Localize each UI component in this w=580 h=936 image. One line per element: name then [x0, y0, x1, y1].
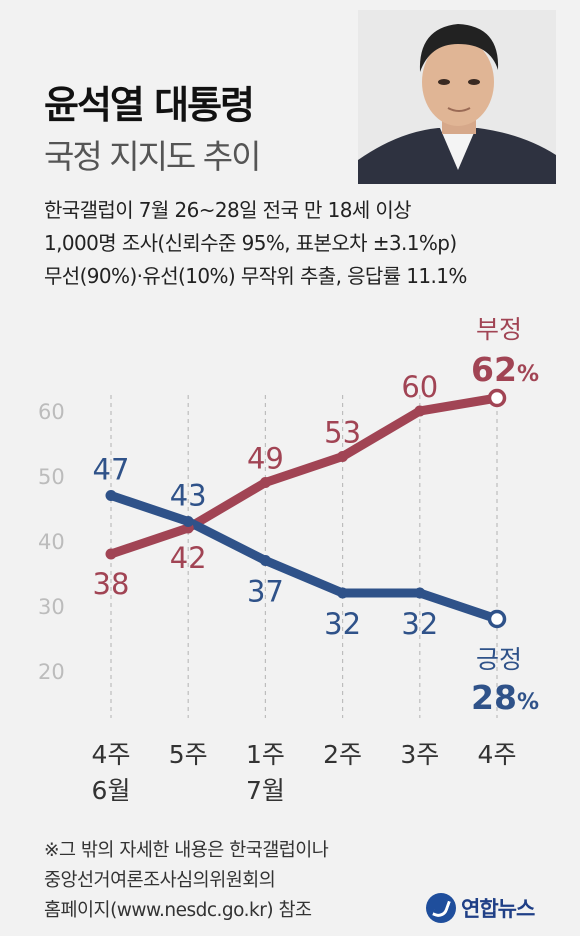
- footnote: ※그 밖의 자세한 내용은 한국갤럽이나 중앙선거여론조사심의위원회의 홈페이지…: [44, 836, 329, 926]
- negative-data-label: 53: [324, 416, 361, 450]
- negative-series-name: 부정: [476, 315, 522, 344]
- survey-info-line: 1,000명 조사(신뢰수준 95%, 표본오차 ±3.1%p): [44, 231, 457, 255]
- x-tick-sublabel: 6월: [92, 776, 131, 805]
- x-tick-sublabel: 7월: [246, 776, 285, 805]
- negative-point: [414, 405, 426, 417]
- negative-data-label: 38: [93, 567, 130, 601]
- x-tick-label: 5주: [169, 740, 208, 769]
- positive-point: [487, 609, 507, 629]
- positive-data-label: 47: [93, 453, 130, 487]
- footnote-line: ※그 밖의 자세한 내용은 한국갤럽이나: [44, 840, 329, 861]
- footnote-line: 홈페이지(www.nesdc.go.kr) 참조: [44, 900, 312, 921]
- x-tick-label: 4주: [92, 740, 131, 769]
- x-tick-label: 3주: [400, 740, 439, 769]
- negative-series-line: [106, 393, 502, 559]
- y-tick-label: 30: [38, 595, 65, 619]
- positive-end-value: 28%: [471, 678, 539, 717]
- y-tick-label: 40: [38, 530, 65, 554]
- page-subtitle: 국정 지지도 추이: [44, 137, 261, 176]
- y-tick-label: 50: [38, 465, 65, 489]
- positive-point: [105, 490, 117, 501]
- negative-point: [337, 451, 349, 462]
- positive-data-label: 43: [170, 479, 207, 513]
- positive-data-label: 32: [324, 607, 361, 641]
- positive-data-label: 37: [247, 575, 284, 609]
- positive-point: [259, 555, 271, 566]
- negative-point: [105, 548, 117, 560]
- negative-data-label: 49: [247, 442, 284, 476]
- negative-point: [259, 477, 271, 488]
- positive-series-line: [106, 491, 502, 624]
- president-photo: [358, 10, 556, 184]
- footnote-line: 중앙선거여론조사심의위원회의: [44, 870, 276, 891]
- survey-info-line: 한국갤럽이 7월 26~28일 전국 만 18세 이상: [44, 198, 412, 222]
- x-tick-label: 4주: [478, 740, 517, 769]
- positive-data-label: 32: [401, 607, 438, 641]
- yonhap-logo-icon: [426, 893, 456, 923]
- positive-point: [337, 587, 349, 599]
- negative-data-label: 42: [170, 541, 207, 575]
- x-tick-label: 1주: [246, 740, 285, 769]
- survey-info: 한국갤럽이 7월 26~28일 전국 만 18세 이상 1,000명 조사(신뢰…: [44, 194, 467, 293]
- logo-text: 연합뉴스: [461, 897, 535, 921]
- yonhap-logo: 연합뉴스: [426, 888, 535, 928]
- negative-data-label: 60: [401, 370, 438, 404]
- positive-point: [414, 587, 426, 599]
- survey-info-line: 무선(90%)·유선(10%) 무작위 추출, 응답률 11.1%: [44, 264, 467, 288]
- x-tick-label: 2주: [323, 740, 362, 769]
- positive-series-name: 긍정: [476, 645, 522, 674]
- page-title: 윤석열 대통령: [44, 83, 255, 127]
- positive-point: [182, 516, 194, 527]
- y-tick-label: 20: [38, 660, 65, 684]
- negative-end-value: 62%: [471, 350, 539, 389]
- y-tick-label: 60: [38, 400, 65, 424]
- negative-point: [487, 388, 507, 408]
